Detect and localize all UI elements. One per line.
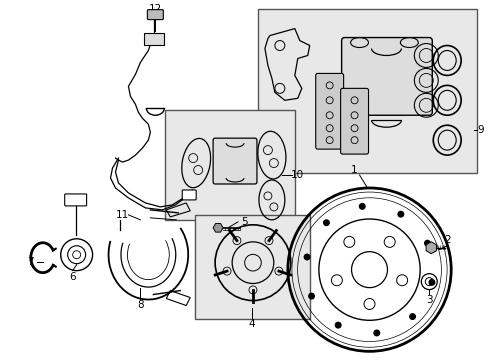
Bar [165,110,294,220]
Circle shape [322,219,329,226]
Circle shape [334,321,341,329]
FancyBboxPatch shape [147,10,163,20]
FancyBboxPatch shape [213,138,256,184]
Text: 7: 7 [27,257,34,267]
Circle shape [358,203,365,210]
FancyBboxPatch shape [64,194,86,206]
Bar [195,215,309,319]
FancyBboxPatch shape [315,73,343,149]
Text: 2: 2 [443,235,449,245]
Text: 9: 9 [477,125,484,135]
Text: 12: 12 [148,4,162,14]
Text: 8: 8 [137,300,143,310]
FancyBboxPatch shape [182,190,196,200]
FancyBboxPatch shape [340,88,368,154]
Circle shape [303,253,310,261]
FancyBboxPatch shape [341,37,431,115]
Circle shape [427,279,434,286]
Text: 10: 10 [291,170,304,180]
Text: 6: 6 [69,272,76,282]
Text: 5: 5 [240,217,247,227]
Text: 4: 4 [248,319,255,329]
Circle shape [307,293,314,300]
Text: 11: 11 [116,210,129,220]
Circle shape [372,329,380,337]
Circle shape [397,211,404,218]
Text: 3: 3 [425,294,432,305]
Bar [258,9,476,173]
Text: 1: 1 [350,165,357,175]
Circle shape [423,240,430,247]
Bar [144,32,164,45]
Circle shape [408,313,415,320]
